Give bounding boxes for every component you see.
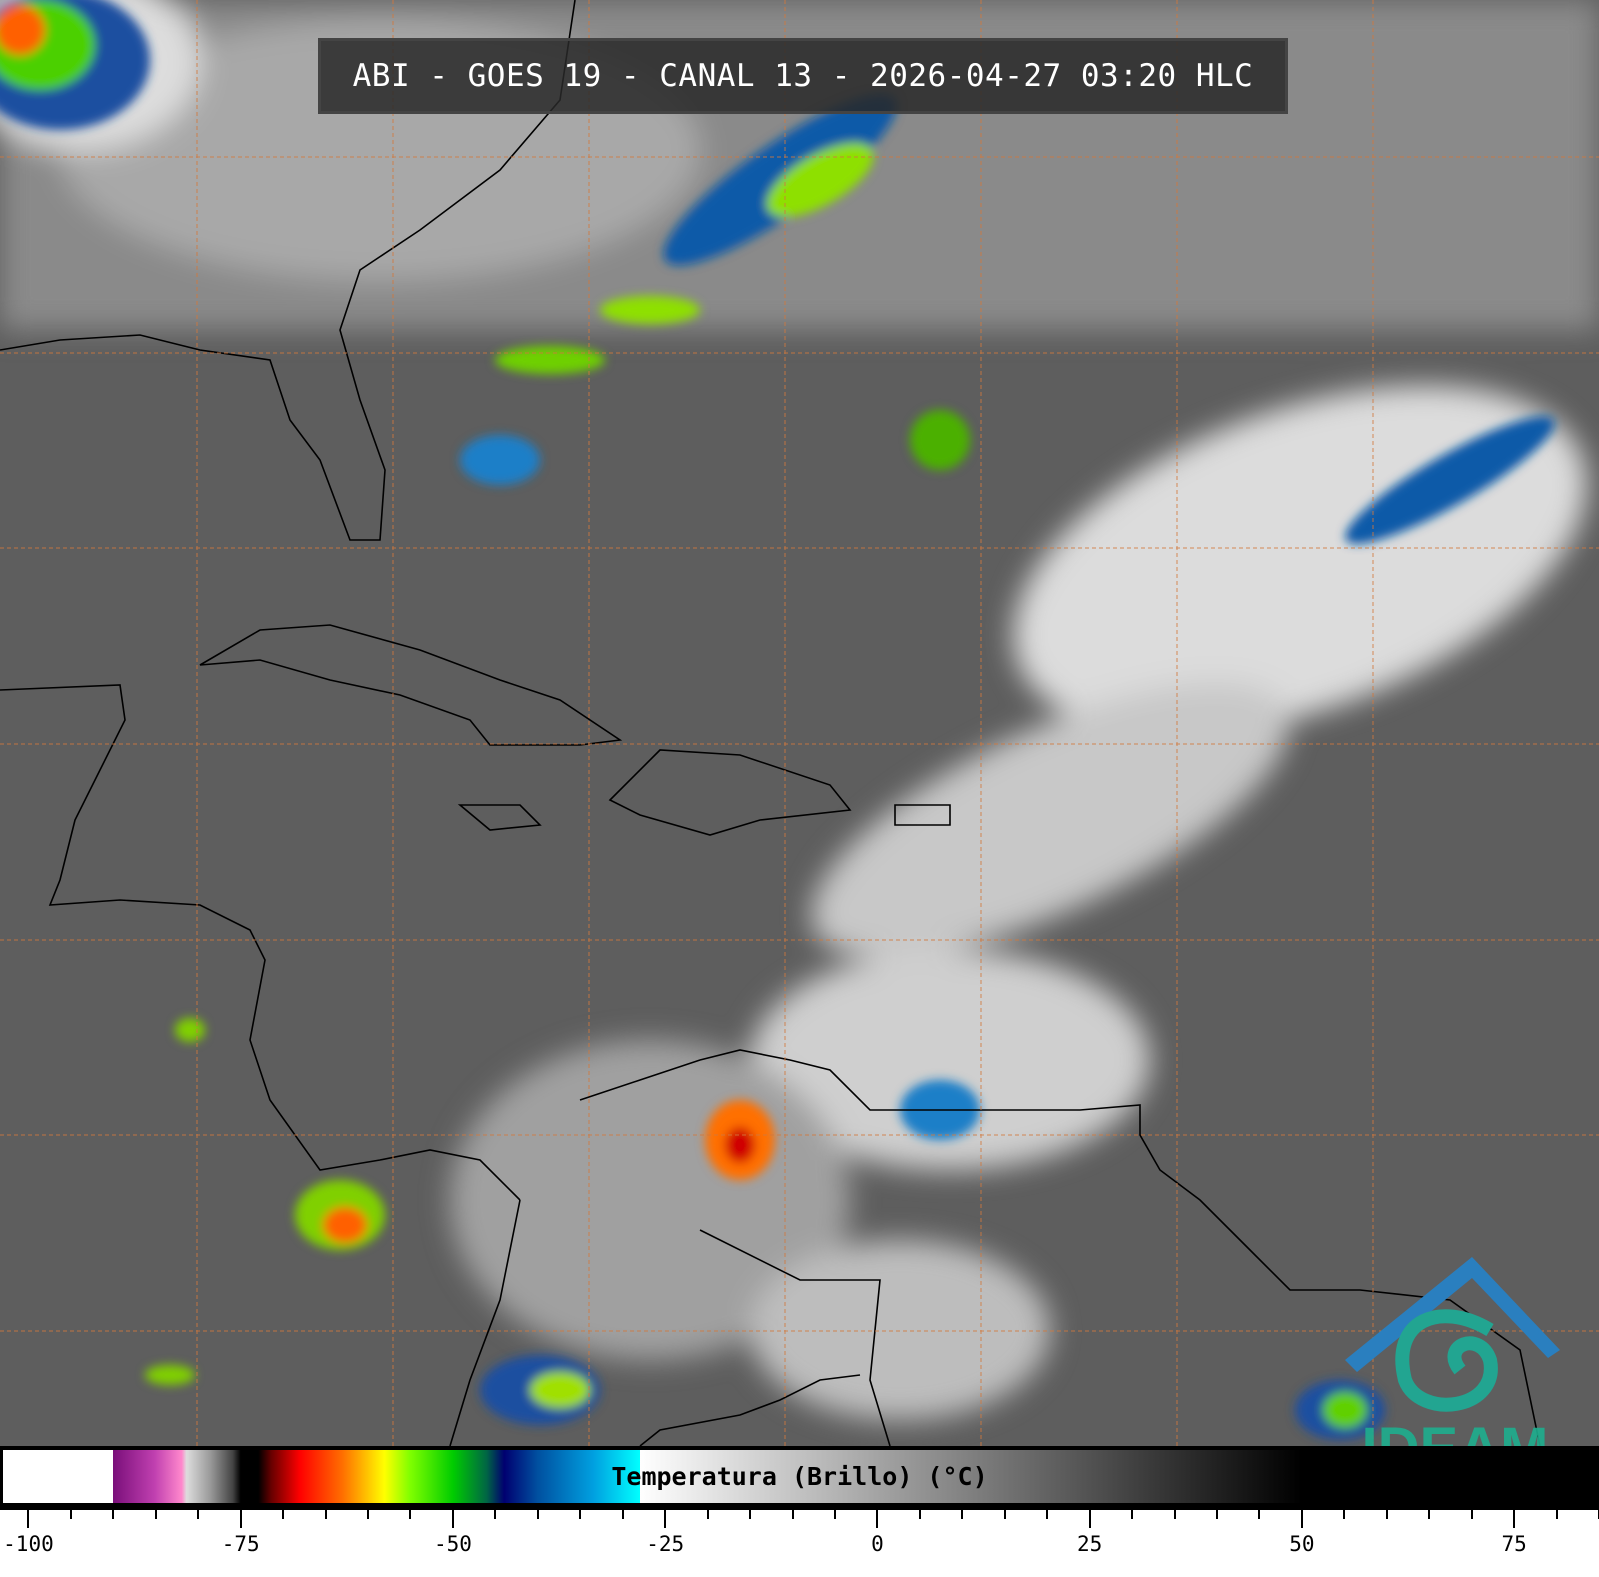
tick-label: -100 [3,1532,54,1556]
coastlines [0,0,1541,1447]
minor-tick [1385,1510,1388,1519]
minor-tick [918,1510,921,1519]
minor-tick [69,1510,72,1519]
major-tick [1088,1510,1091,1528]
colorbar-label: Temperatura (Brillo) (°C) [611,1462,988,1491]
ideam-logo: IDEAM [1345,1257,1560,1481]
minor-tick [749,1510,752,1519]
major-tick [27,1510,30,1528]
minor-tick [1258,1510,1261,1519]
map-layer: IDEAM [0,0,1599,1481]
major-tick [239,1510,242,1528]
minor-tick [409,1510,412,1519]
tick-label: 25 [1076,1532,1103,1556]
minor-tick [961,1510,964,1519]
minor-tick [112,1510,115,1519]
minor-tick [1215,1510,1218,1519]
minor-tick [536,1510,539,1519]
image-title: ABI - GOES 19 - CANAL 13 - 2026-04-27 03… [318,38,1288,114]
minor-tick [579,1510,582,1519]
major-tick [664,1510,667,1528]
minor-tick [706,1510,709,1519]
major-tick [451,1510,454,1528]
minor-tick [621,1510,624,1519]
convective-cells [0,0,1555,1440]
minor-tick [833,1510,836,1519]
minor-tick [282,1510,285,1519]
minor-tick [494,1510,497,1519]
minor-tick [367,1510,370,1519]
tick-label: 0 [871,1532,884,1556]
minor-tick [1555,1510,1558,1519]
major-tick [1300,1510,1303,1528]
minor-tick [1131,1510,1134,1519]
minor-tick [154,1510,157,1519]
minor-tick [197,1510,200,1519]
major-tick [876,1510,879,1528]
major-tick [1513,1510,1516,1528]
satellite-map: IDEAM [0,0,1599,1481]
tick-label: 50 [1289,1532,1315,1556]
colorbar-axis: -100 -75 -50 -25 0 25 50 75 [0,1510,1599,1577]
minor-tick [791,1510,794,1519]
minor-tick [1343,1510,1346,1519]
minor-tick [324,1510,327,1519]
minor-tick [1046,1510,1049,1519]
tick-label: 75 [1501,1532,1527,1556]
temperature-colorbar [3,1450,1599,1503]
lat-lon-grid [0,0,1599,1446]
minor-tick [1003,1510,1006,1519]
svg-text:IDEAM: IDEAM [1362,1416,1549,1446]
tick-label: -25 [646,1532,685,1556]
tick-label: -75 [221,1532,260,1556]
minor-tick [1173,1510,1176,1519]
tick-label: -50 [433,1532,472,1556]
minor-tick [1428,1510,1431,1519]
minor-tick [1470,1510,1473,1519]
